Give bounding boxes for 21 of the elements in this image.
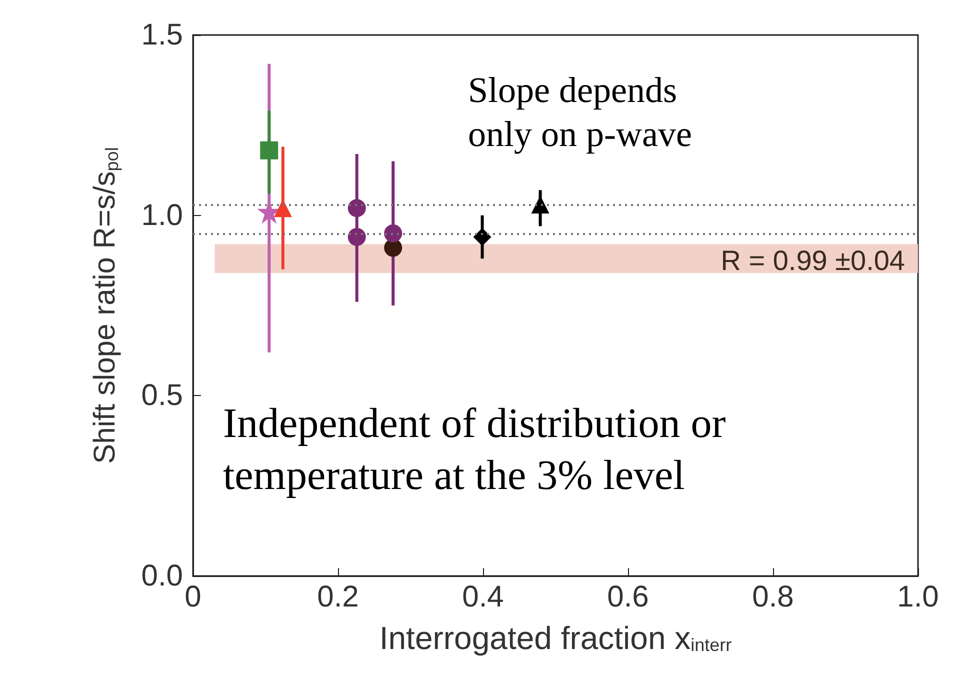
x-tick-label: 0.2 [317, 580, 359, 614]
x-tick-label: 1.0 [897, 580, 939, 614]
point [348, 228, 366, 246]
annotation: Slope depends only on p-wave [468, 70, 692, 154]
x-tick-label: 0.4 [462, 580, 504, 614]
x-axis-title: Interrogated fraction xinterr [379, 620, 732, 656]
y-axis-title: Shift slope ratio R=s/spol [88, 147, 122, 464]
point [260, 141, 278, 160]
y-tick-label: 1.0 [141, 198, 183, 232]
point [384, 224, 402, 242]
x-tick-label: 0 [184, 580, 202, 614]
point [348, 199, 366, 218]
y-tick-label: 1.5 [141, 18, 183, 52]
point [384, 238, 402, 257]
y-tick-label: 0.5 [141, 379, 183, 412]
y-tick-label: 0.0 [141, 560, 183, 592]
band-label: R = 0.99 ±0.04 [720, 245, 905, 276]
annotation: Independent of distribution or temperature at the 3% level [223, 401, 726, 499]
x-tick-label: 0.6 [607, 580, 649, 614]
x-tick-label: 0.8 [752, 580, 794, 614]
point [473, 228, 492, 246]
